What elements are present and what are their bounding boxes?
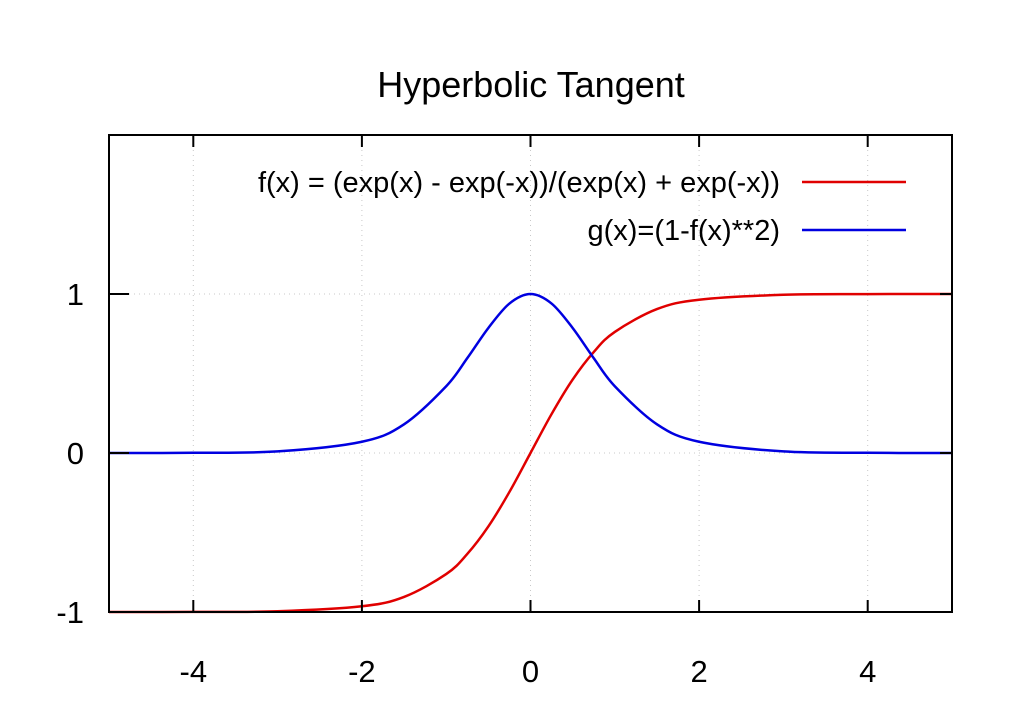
x-tick-label: 4 <box>859 654 876 689</box>
grid <box>109 135 952 613</box>
axes: -4 -2 0 2 4 -1 0 1 <box>56 135 952 689</box>
series-line-1 <box>108 292 953 455</box>
legend-label: f(x) = (exp(x) - exp(-x))/(exp(x) + exp(… <box>258 167 780 199</box>
x-tick-label: 2 <box>690 654 707 689</box>
chart-title: Hyperbolic Tangent <box>377 64 685 105</box>
series-line-0 <box>108 292 953 614</box>
x-tick-label: -4 <box>180 654 208 689</box>
y-tick-label: 1 <box>67 277 84 312</box>
legend: f(x) = (exp(x) - exp(-x))/(exp(x) + exp(… <box>258 167 906 247</box>
x-tick-label: -2 <box>348 654 376 689</box>
legend-label: g(x)=(1-f(x)**2) <box>587 215 780 247</box>
x-tick-label: 0 <box>522 654 539 689</box>
y-tick-label: -1 <box>56 595 84 630</box>
plot-area <box>108 292 953 614</box>
y-tick-label: 0 <box>67 436 84 471</box>
